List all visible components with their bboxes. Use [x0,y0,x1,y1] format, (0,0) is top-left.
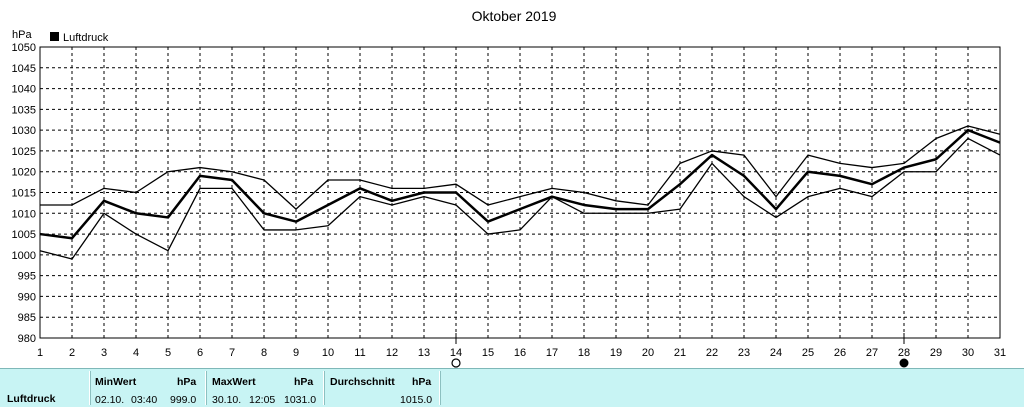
x-tick-label: 6 [197,347,203,359]
x-tick-label: 29 [930,347,942,359]
y-axis-ticks: 980 985 990 995 1000 1005 1010 1015 1020 1025 1030… [12,42,36,345]
y-tick-label: 1025 [12,146,36,158]
y-tick-label: 1045 [12,63,36,75]
x-tick-label: 13 [418,347,430,359]
min-header: MinWert [95,376,137,388]
y-tick-label: 1040 [12,84,36,96]
x-tick-label: 31 [994,347,1006,359]
x-tick-label: 16 [514,347,526,359]
x-tick-label: 30 [962,347,974,359]
x-tick-label: 22 [706,347,718,359]
full-moon-icon [451,358,461,368]
y-tick-label: 1015 [12,188,36,200]
max-date: 30.10. [212,394,242,406]
y-tick-label: 995 [18,271,36,283]
avg-header: Durchschnitt [330,376,395,388]
y-tick-label: 1005 [12,229,36,241]
y-tick-label: 1010 [12,208,36,220]
plot-frame [39,46,1001,339]
series-lines [39,125,1001,260]
x-tick-label: 17 [546,347,558,359]
footer-separator [323,371,325,405]
series-line-max [40,125,1001,210]
max-header: MaxWert [212,376,256,388]
x-axis-ticks: 1 2 3 4 5 6 7 8 9 10 11 12 13 14 15 16 17 18 19 20 21 22 23 24 2… [37,347,1006,359]
x-tick-label: 12 [386,347,398,359]
max-unit: hPa [294,376,314,388]
y-tick-label: 1020 [12,167,36,179]
x-tick-label: 2 [69,347,75,359]
x-tick-label: 1 [37,347,43,359]
x-tick-label: 7 [229,347,235,359]
avg-unit: hPa [412,376,432,388]
x-tick-label: 3 [101,347,107,359]
y-tick-label: 1050 [12,42,36,54]
footer-label: Luftdruck [7,393,56,405]
x-tick-label: 23 [738,347,750,359]
x-tick-label: 10 [322,347,334,359]
min-value: 999.0 [170,394,197,406]
x-tick-label: 15 [482,347,494,359]
series-line-mean [39,128,1001,240]
pressure-chart: Oktober 2019 hPa Luftdruck 9809859909951… [12,8,1006,368]
max-value: 1031.0 [284,394,317,406]
avg-value: 1015.0 [400,394,433,406]
legend-label: Luftdruck [63,32,109,44]
y-tick-label: 1000 [12,250,36,262]
x-tick-label: 26 [834,347,846,359]
x-tick-label: 8 [261,347,267,359]
chart-title: Oktober 2019 [472,8,557,24]
y-tick-label: 985 [18,312,36,324]
x-tick-label: 4 [133,347,139,359]
x-tick-label: 21 [674,347,686,359]
footer-separator [89,371,91,405]
new-moon-icon [899,358,909,368]
y-tick-label: 1030 [12,125,36,137]
min-unit: hPa [177,376,197,388]
x-tick-label: 18 [578,347,590,359]
min-time: 03:40 [131,394,158,406]
min-date: 02.10. [95,394,125,406]
x-tick-label: 19 [610,347,622,359]
x-tick-label: 14 [450,347,462,359]
y-axis-unit-label: hPa [12,29,32,41]
footer-separator [439,371,441,405]
x-tick-label: 5 [165,347,171,359]
series-line-min [39,137,1001,260]
footer-separator [205,371,207,405]
statistics-footer: Luftdruck MinWert hPa 02.10. 03:40 999.0… [0,368,1024,407]
x-tick-label: 28 [898,347,910,359]
y-tick-label: 990 [18,291,36,303]
x-tick-label: 24 [770,347,782,359]
x-tick-label: 27 [866,347,878,359]
y-tick-label: 980 [18,333,36,345]
y-tick-label: 1035 [12,104,36,116]
x-tick-label: 11 [354,347,365,359]
legend-swatch [50,32,59,41]
max-time: 12:05 [249,394,276,406]
x-tick-label: 20 [642,347,654,359]
x-tick-label: 9 [293,347,299,359]
moon-phase-markers [451,333,909,368]
x-tick-label: 25 [802,347,814,359]
